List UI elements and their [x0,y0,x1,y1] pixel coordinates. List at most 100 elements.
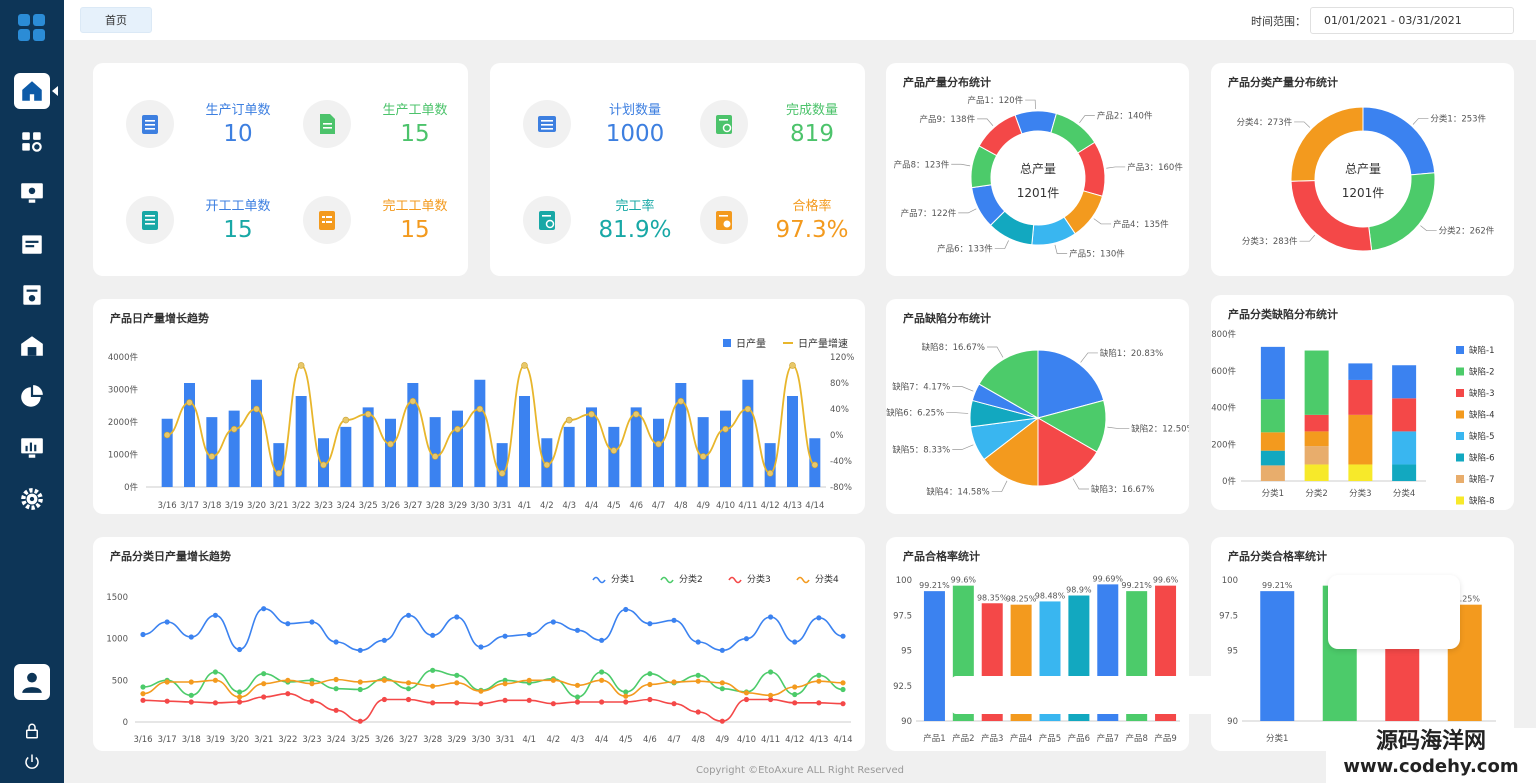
pie-label: 分类2：262件 [1439,226,1495,237]
card-title: 产品分类产量分布统计 [1228,76,1338,89]
card-product-dist: 产品产量分布统计 产品1：120件 产品2：140件 产品3：160件 产品4：135… [886,63,1189,276]
stat-value: 81.9% [598,217,672,243]
stack-segment [1304,446,1329,465]
bar [697,417,709,487]
growth-point [275,470,283,477]
rate-icon [523,196,571,244]
x-tick-label: 3/18 [182,735,201,745]
pie-leader-line [1054,244,1068,254]
pie-slice [1037,349,1105,419]
series-point [767,692,774,698]
bar-value-label: 98.48% [1035,591,1066,600]
stat-value: 819 [790,121,834,147]
y-tick-label: 97.5 [1219,611,1238,621]
series-point [212,677,219,683]
nav-user[interactable] [14,664,50,700]
nav-power[interactable] [14,744,50,780]
bar [228,410,240,487]
series-point [502,681,508,687]
report-icon [23,285,41,305]
series-point [212,612,219,618]
x-tick-label: 4/2 [547,735,561,745]
warehouse-icon [21,336,43,356]
pass-rate-chart: 90 92.5 95 97.5 100 99.21% 产品1 99.6% 产品2 98.35% 产品… [893,574,1180,744]
x-tick-label: 产品2 [952,733,974,744]
x-tick-label: 3/31 [496,735,515,745]
series-point [767,614,774,620]
stack-segment [1260,346,1285,400]
donut-center-label: 总产量 [1345,162,1381,176]
series-point [574,627,581,633]
series-point [309,698,315,704]
x-tick-label: 分类2 [1305,488,1327,499]
series-point [671,617,677,623]
x-tick-label: 3/26 [375,735,394,745]
nav-dashboard[interactable] [14,124,50,160]
series-point [357,686,363,693]
nav-lock[interactable] [14,713,50,749]
nav-report[interactable] [14,277,50,313]
stat-label: 完成数量 [785,103,838,118]
time-range-input[interactable]: 01/01/2021 - 03/31/2021 [1310,7,1514,34]
nav-settings[interactable] [14,481,50,517]
legend-daily-line[interactable]: 日产量增速 [783,335,848,350]
card-defect-dist: 产品缺陷分布统计 缺陷1：20.83% 缺陷2：12.50% 缺陷3：16.67% 缺… [886,299,1189,514]
legend-label: 缺陷-5 [1469,431,1494,442]
series-point [816,700,822,706]
series-point [164,619,170,625]
pie-leader-line [1420,225,1437,232]
series-point [454,700,460,706]
x-tick-label: 4/6 [629,501,643,511]
legend-swatch [660,576,674,584]
bar-value-label: 99.21% [919,581,950,590]
stat-value: 1000 [605,121,665,147]
list-icon [126,196,174,244]
growth-point [253,405,260,413]
stat-label: 生产订单数 [205,103,271,118]
pie-slice [1368,172,1436,252]
pie-label: 产品9：138件 [919,114,975,125]
nav-pie[interactable] [14,379,50,415]
bar [295,396,307,487]
nav-monitor[interactable] [14,175,50,211]
series-point [405,612,412,618]
series-point [743,690,750,696]
pie-leader-line [1025,99,1036,110]
nav-calendar[interactable] [14,226,50,262]
series-point [309,619,315,625]
legend-label: 分类2 [679,573,703,585]
growth-point [498,470,506,477]
pie-leader-line [1106,166,1126,169]
growth-point [699,453,707,460]
series-point [526,677,532,683]
x-tick-label: 3/22 [278,735,297,745]
x-tick-label: 3/29 [447,735,466,745]
x-tick-label: 3/19 [225,501,244,511]
series-point [212,669,219,675]
watermark-line2: www.codehy.com [1343,756,1519,777]
series-point [381,637,387,643]
bar [474,379,486,487]
nav-display[interactable] [14,430,50,466]
stat-label: 完工率 [615,199,655,214]
pie-leader-line [1072,478,1090,490]
series-point [574,682,581,688]
growth-point [722,425,729,433]
stat-value: 15 [400,217,430,243]
legend-daily-bar[interactable]: 日产量 [723,335,766,350]
series-point [767,669,774,675]
nav-warehouse[interactable] [14,328,50,364]
nav-home[interactable] [14,73,50,109]
series-point [261,671,267,677]
legend-label: 分类4 [815,573,839,585]
series-point [502,633,508,639]
growth-point [230,425,238,433]
gear-icon [21,488,43,510]
legend-swatch [728,576,742,584]
tab-home[interactable]: 首页 [80,7,152,33]
topbar: 首页 时间范围： 01/01/2021 - 03/31/2021 [64,0,1536,40]
legend-swatch [723,338,731,347]
legend-swatch [1456,346,1464,354]
series-point [188,699,194,705]
